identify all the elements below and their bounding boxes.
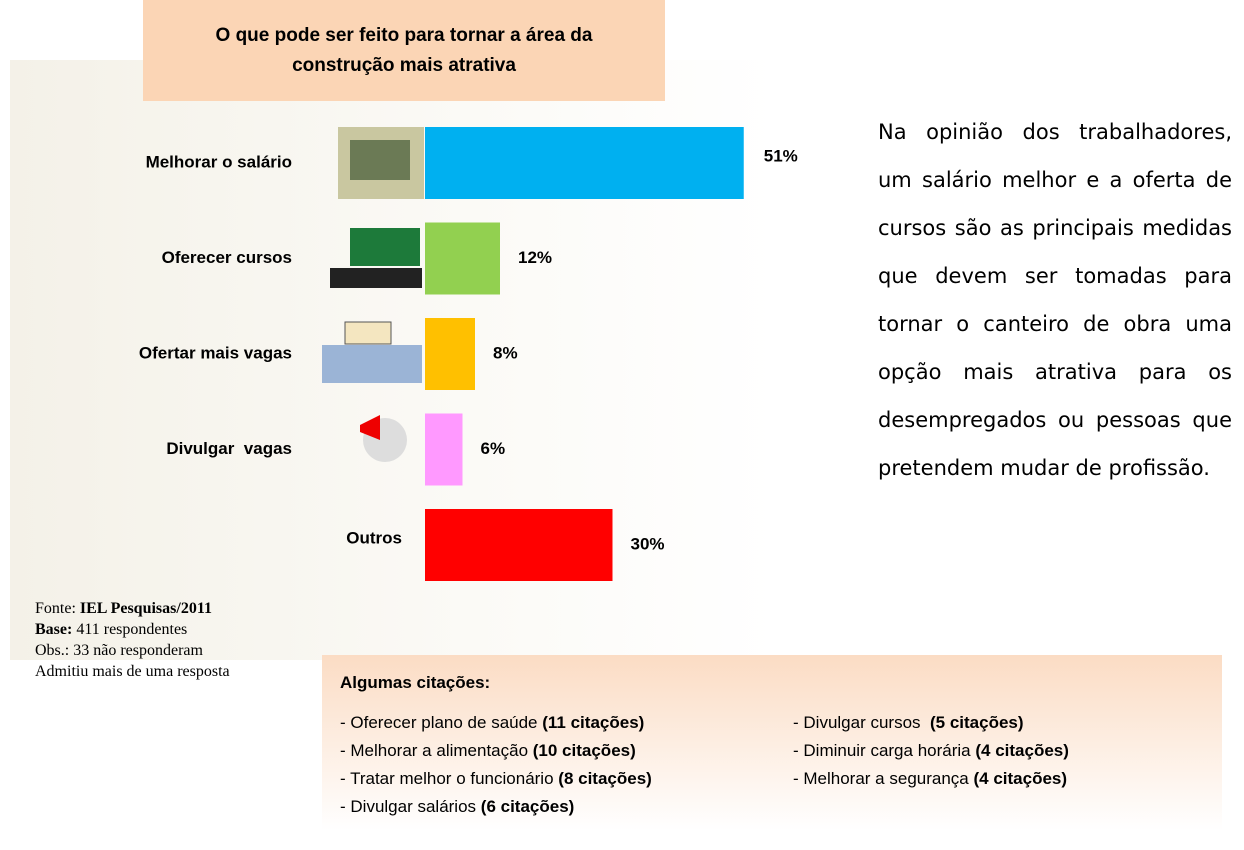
bar [425,318,475,390]
source-line: Obs.: 33 não responderam [35,642,203,659]
bar [425,222,500,295]
citation-count: (8 citações) [558,769,652,788]
citation: - Melhorar a segurança (4 citações) [793,765,1069,793]
citation-text: - Divulgar cursos [793,713,926,732]
bar [425,127,744,199]
category-label: Melhorar o salário [146,152,292,171]
source-notes: Fonte: IEL Pesquisas/2011 Base: 411 resp… [35,598,230,682]
bar [425,413,463,486]
citation: - Diminuir carga horária (4 citações) [793,737,1069,765]
value-label: 6% [481,439,506,458]
citation: - Tratar melhor o funcionário (8 citaçõe… [340,765,652,793]
category-label: Divulgar vagas [166,439,292,458]
source-line: Fonte: IEL Pesquisas/2011 [35,598,230,619]
class-icon [330,268,422,288]
money-icon [350,140,410,180]
citation-text: - Melhorar a alimentação [340,741,529,760]
citation: - Divulgar salários (6 citações) [340,793,652,821]
label: Base: [35,621,73,638]
label: Fonte: [35,600,76,617]
value-label: 51% [764,146,798,165]
citation-text: - Divulgar salários [340,797,477,816]
commentary: Na opinião dos trabalhadores, um salário… [878,120,1232,480]
value-label: 30% [631,534,665,553]
category-label: Oferecer cursos [162,248,292,267]
class-icon [350,228,420,266]
citation-count: (4 citações) [975,741,1069,760]
vacancy-icon [322,345,422,383]
value-label: 12% [518,248,552,267]
citation-count: (10 citações) [532,741,636,760]
category-label: Ofertar mais vagas [139,343,292,362]
value: IEL Pesquisas/2011 [79,600,212,617]
chart-title: O que pode ser feito para tornar a área … [143,0,665,101]
category-label: Outros [346,528,402,547]
citation: - Oferecer plano de saúde (11 citações) [340,709,652,737]
source-line: Base: 411 respondentes [35,619,230,640]
vacancy-icon [344,321,392,345]
citation-count: (11 citações) [542,713,645,732]
citations-column: - Oferecer plano de saúde (11 citações) -… [340,709,652,821]
citation-text: - Diminuir carga horária [793,741,971,760]
citation-text: - Oferecer plano de saúde [340,713,538,732]
value-label: 8% [493,343,518,362]
citations-box: Algumas citações: - Oferecer plano de sa… [322,655,1222,850]
citation-count: (5 citações) [930,713,1024,732]
citation-count: (4 citações) [973,769,1068,788]
megaphone-icon [360,415,380,440]
bar [425,509,613,581]
icons [322,127,424,462]
citations-title: Algumas citações: [340,673,491,692]
source-line: Admitiu mais de uma resposta [35,663,230,680]
citation: - Melhorar a alimentação (10 citações) [340,737,652,765]
citations-column: - Divulgar cursos (5 citações) - Diminuir… [793,709,1069,793]
citation-count: (6 citações) [480,797,575,816]
citation-text: - Melhorar a segurança [793,769,969,788]
citation-text: - Tratar melhor o funcionário [340,769,554,788]
chart: 51% Melhorar o salário 12% Oferecer cursos 8… [139,127,798,581]
value: 411 respondentes [76,621,188,638]
citation: - Divulgar cursos (5 citações) [793,709,1069,737]
